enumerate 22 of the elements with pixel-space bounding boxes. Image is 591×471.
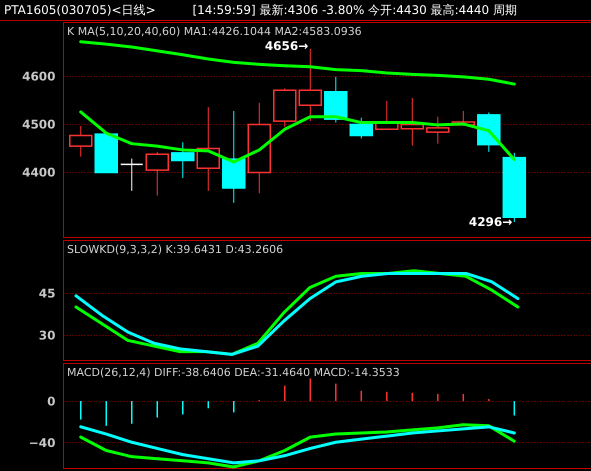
candlestick xyxy=(426,116,450,144)
candlestick xyxy=(350,117,374,139)
candlestick xyxy=(120,158,144,192)
annotation: SLOWKD(9,3,3,2) K:39.6431 D:43.2606 xyxy=(67,243,284,256)
y-tick-label: 45 xyxy=(38,286,56,301)
annotation: 4296→ xyxy=(468,215,512,230)
candlestick xyxy=(171,142,195,178)
y-tick-label: 4400 xyxy=(22,166,56,180)
annotation: 4656→ xyxy=(264,38,308,53)
annotation: K MA(5,10,20,40,60) MA1:4426.1044 MA2:4583.0936 xyxy=(67,25,362,38)
candlestick xyxy=(69,125,92,158)
line-series xyxy=(79,40,516,86)
candlestick xyxy=(400,97,424,146)
candlestick xyxy=(146,151,170,196)
y-tick-label: 0 xyxy=(47,394,56,409)
annotation: MACD(26,12,4) DIFF:-38.6406 DEA:-31.4640 MACD:-14.3533 xyxy=(67,366,400,379)
chart-subtitle: [14:59:59] 最新:4306 -3.80% 今开:4430 最高:4440 周期 xyxy=(192,2,517,18)
chart-title: PTA1605(030705)<日线> xyxy=(4,2,156,18)
y-tick-label: 30 xyxy=(38,328,56,342)
y-tick-label: −40 xyxy=(28,436,56,450)
y-tick-label: 4600 xyxy=(22,69,56,84)
y-tick-label: 4500 xyxy=(22,117,56,132)
